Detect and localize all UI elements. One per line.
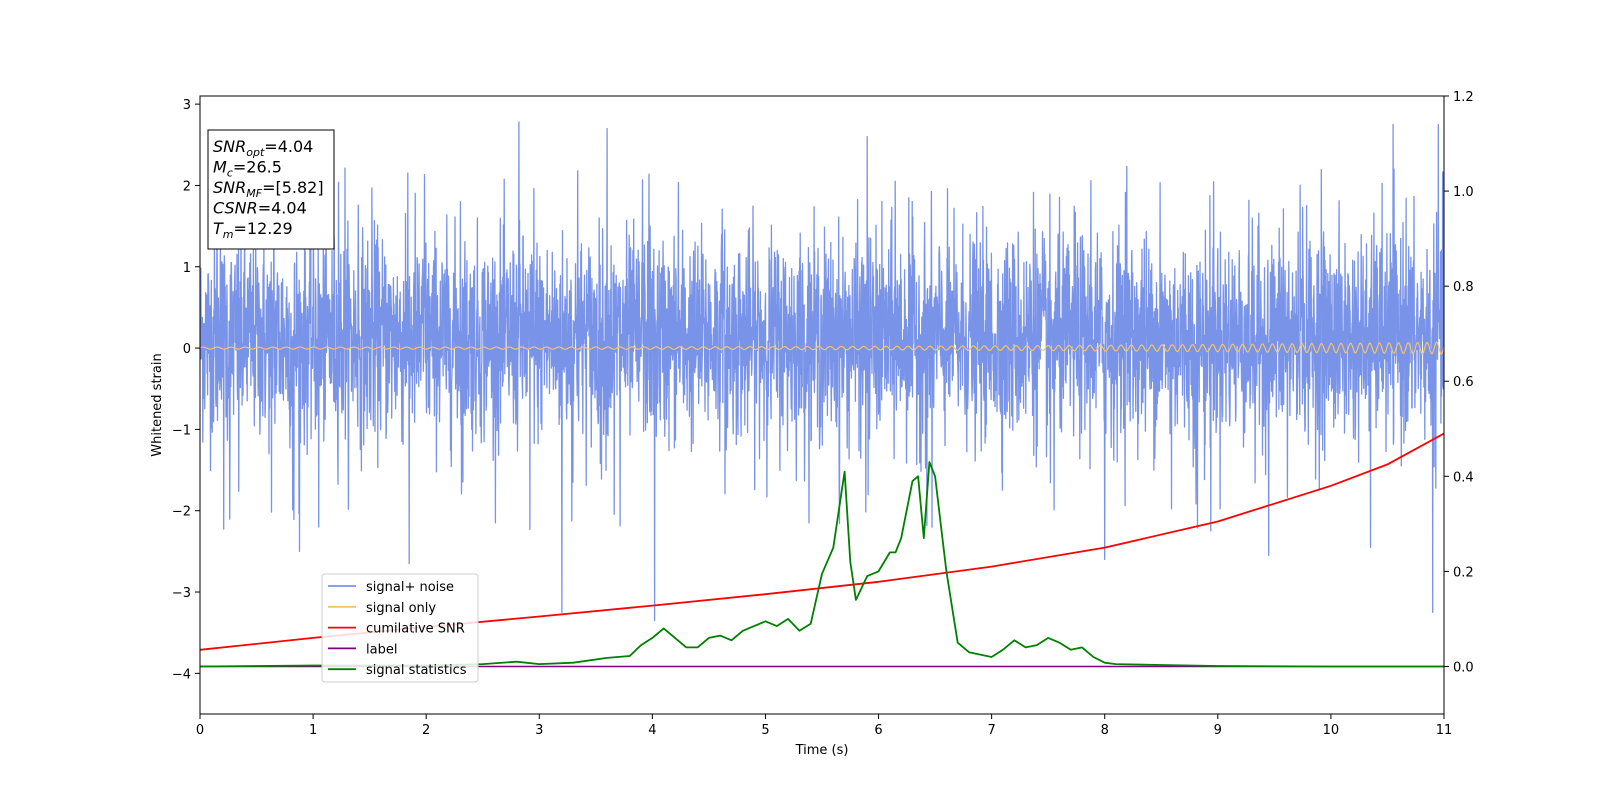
y-tick-label: −2	[172, 505, 191, 520]
x-tick-label: 1	[309, 723, 317, 738]
y2-tick-label: 0.8	[1453, 280, 1474, 295]
y2-tick-label: 0.4	[1453, 470, 1474, 485]
y-tick-label: −1	[172, 423, 191, 438]
y-tick-label: 1	[183, 261, 191, 276]
x-tick-label: 7	[987, 723, 995, 738]
y-tick-label: 0	[183, 342, 191, 357]
legend-item-signal-only: signal only	[328, 601, 436, 616]
legend-item-signal-noise: signal+ noise	[328, 580, 454, 595]
y-axis-right: 0.0 0.2 0.4 0.6 0.8 1.0 1.2	[1444, 90, 1474, 675]
info-box-frame	[207, 129, 335, 250]
y-tick-label: −3	[172, 586, 191, 601]
series-signal-statistics-line	[200, 461, 1444, 668]
y2-tick-label: 0.0	[1453, 660, 1474, 675]
y-tick-label: −4	[172, 667, 191, 682]
info-box-line: SNRMF=[5.82]	[213, 178, 324, 200]
x-tick-label: 10	[1323, 723, 1340, 738]
legend-label: signal statistics	[366, 663, 467, 678]
x-axis-label: Time (s)	[795, 743, 849, 758]
series-signal-only-line	[200, 341, 1444, 355]
legend-label: label	[366, 642, 397, 657]
info-box: SNRopt=4.04Mc=26.5SNRMF=[5.82]CSNR=4.04T…	[207, 129, 335, 250]
legend-frame	[321, 573, 479, 683]
x-tick-label: 5	[761, 723, 769, 738]
x-tick-label: 8	[1101, 723, 1109, 738]
x-tick-label: 11	[1436, 723, 1453, 738]
y-tick-label: 3	[183, 98, 191, 113]
axes-frame	[199, 95, 1445, 715]
legend-item-label: label	[328, 642, 397, 657]
x-tick-label: 2	[422, 723, 430, 738]
info-box-line: Tm=12.29	[213, 219, 293, 241]
x-tick-label: 9	[1214, 723, 1222, 738]
legend: signal+ noise signal only cumilative SNR la…	[321, 573, 479, 683]
info-box-line: SNRopt=4.04	[213, 137, 313, 159]
legend-item-signal-statistics: signal statistics	[328, 663, 467, 678]
x-tick-label: 0	[196, 723, 204, 738]
y-axis-label: Whitened strain	[150, 353, 165, 456]
x-tick-label: 3	[535, 723, 543, 738]
y2-tick-label: 1.0	[1453, 185, 1474, 200]
info-box-line: CSNR=4.04	[213, 199, 307, 218]
legend-label: signal only	[366, 601, 436, 616]
x-axis: 0 1 2 3 4 5 6 7 8 9 10 11	[196, 714, 1452, 738]
legend-item-cumulative-snr: cumilative SNR	[328, 622, 465, 637]
y-axis-left: −4 −3 −2 −1 0 1 2 3	[172, 98, 200, 682]
series-signal-noise-line	[200, 121, 1444, 622]
y2-tick-label: 0.6	[1453, 375, 1474, 390]
y2-tick-label: 1.2	[1453, 90, 1474, 105]
legend-label: signal+ noise	[366, 580, 454, 595]
legend-label: cumilative SNR	[366, 622, 465, 637]
x-tick-label: 6	[874, 723, 882, 738]
info-box-line: Mc=26.5	[213, 158, 282, 180]
y-tick-label: 2	[183, 179, 191, 194]
y2-tick-label: 0.2	[1453, 565, 1474, 580]
x-tick-label: 4	[648, 723, 656, 738]
